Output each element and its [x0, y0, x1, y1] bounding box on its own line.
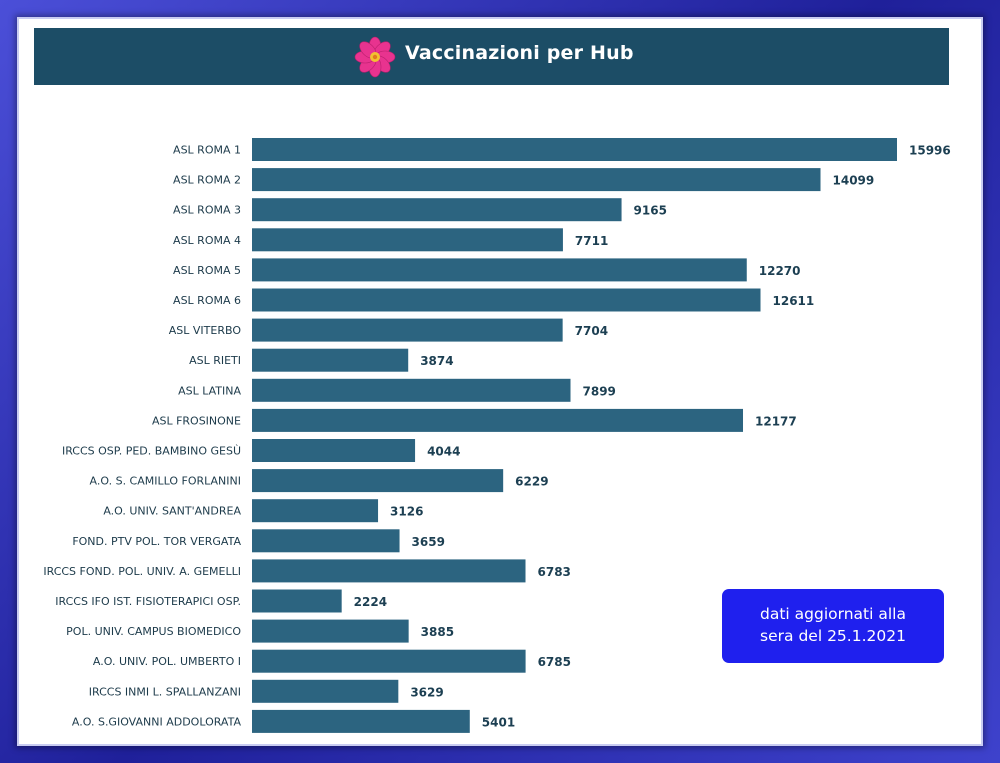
value-label: 6783 [538, 565, 571, 579]
value-label: 15996 [909, 144, 951, 158]
category-label: ASL FROSINONE [152, 414, 241, 427]
value-label: 12611 [773, 294, 815, 308]
value-label: 3885 [421, 625, 454, 639]
bar [252, 619, 409, 643]
bar [252, 709, 470, 733]
bar-chart: ASL ROMA 1 15996 ASL ROMA 2 14099 ASL ROMA 3… [43, 138, 951, 733]
category-label: FOND. PTV POL. TOR VERGATA [72, 535, 241, 548]
bar [252, 439, 416, 462]
value-label: 6229 [515, 475, 548, 489]
category-label: ASL ROMA 1 [173, 144, 241, 157]
title-bar: Vaccinazioni per Hub [34, 28, 949, 85]
chart-title: Vaccinazioni per Hub [405, 42, 634, 64]
category-label: A.O. S.GIOVANNI ADDOLORATA [72, 715, 242, 728]
value-label: 3659 [412, 535, 445, 549]
value-label: 6785 [538, 655, 571, 669]
category-label: ASL ROMA 6 [173, 294, 241, 307]
category-label: ASL ROMA 3 [173, 204, 241, 217]
primrose-flower-icon [354, 36, 396, 78]
chart-panel: Vaccinazioni per Hub ASL ROMA 1 15996 ASL … [17, 17, 983, 746]
value-label: 5401 [482, 715, 515, 729]
value-label: 4044 [427, 445, 460, 459]
bar [252, 318, 563, 342]
update-note-line2: sera del 25.1.2021 [760, 627, 906, 645]
bar [252, 198, 622, 222]
category-label: IRCCS OSP. PED. BAMBINO GESÙ [62, 445, 241, 458]
category-label: ASL ROMA 2 [173, 174, 241, 187]
bar [252, 499, 379, 523]
value-label: 9165 [634, 204, 667, 218]
value-label: 14099 [833, 174, 875, 188]
value-label: 7704 [575, 324, 608, 338]
bar [252, 589, 342, 613]
category-label: A.O. S. CAMILLO FORLANINI [90, 475, 241, 488]
bar [252, 649, 526, 673]
bar [252, 348, 409, 372]
bar [252, 228, 563, 252]
category-label: POL. UNIV. CAMPUS BIOMEDICO [66, 625, 241, 638]
category-label: ASL ROMA 4 [173, 234, 241, 247]
bar [252, 679, 399, 703]
bar [252, 168, 821, 192]
bar [252, 288, 761, 312]
category-label: ASL LATINA [178, 384, 241, 397]
value-label: 12270 [759, 264, 801, 278]
category-label: IRCCS INMI L. SPALLANZANI [89, 685, 241, 698]
bar [252, 529, 400, 553]
value-label: 12177 [755, 414, 797, 428]
bar [252, 408, 744, 432]
bar [252, 559, 526, 583]
category-label: ASL VITERBO [169, 324, 242, 337]
update-note-line1: dati aggiornati alla [760, 605, 906, 623]
category-label: ASL RIETI [189, 354, 241, 367]
value-label: 3629 [410, 685, 443, 699]
bar [252, 469, 504, 493]
value-label: 7899 [583, 384, 616, 398]
category-label: IRCCS FOND. POL. UNIV. A. GEMELLI [43, 565, 241, 578]
value-label: 3874 [420, 354, 453, 368]
bar [252, 138, 897, 161]
bar [252, 258, 747, 282]
value-label: 7711 [575, 234, 608, 248]
value-label: 2224 [354, 595, 387, 609]
category-label: IRCCS IFO IST. FISIOTERAPICI OSP. [55, 595, 241, 608]
value-label: 3126 [390, 505, 423, 519]
category-label: ASL ROMA 5 [173, 264, 241, 277]
category-label: A.O. UNIV. POL. UMBERTO I [93, 655, 241, 668]
category-label: A.O. UNIV. SANT'ANDREA [103, 505, 241, 518]
bar [252, 378, 571, 402]
update-note: dati aggiornati alla sera del 25.1.2021 [722, 589, 944, 663]
